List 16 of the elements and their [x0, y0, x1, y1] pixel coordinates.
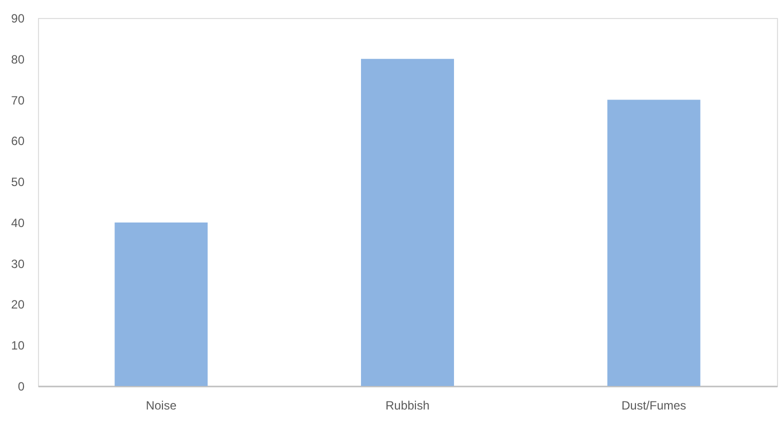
bar	[361, 58, 454, 386]
x-tick-label: Dust/Fumes	[621, 398, 686, 412]
y-tick-label: 70	[11, 93, 25, 108]
bar	[114, 222, 208, 386]
y-tick-label: 80	[11, 52, 25, 66]
x-tick-label: Noise	[146, 398, 177, 412]
y-tick-label: 60	[11, 134, 25, 148]
y-tick-label: 10	[11, 338, 25, 353]
y-tick-label: 0	[18, 380, 25, 394]
y-tick-label: 30	[11, 256, 25, 271]
bar	[607, 100, 700, 386]
y-tick-label: 20	[11, 298, 25, 312]
y-tick-label: 90	[11, 12, 25, 26]
y-tick-label: 40	[11, 216, 25, 230]
x-tick-label: Rubbish	[385, 398, 430, 412]
y-tick-label: 50	[11, 175, 25, 190]
